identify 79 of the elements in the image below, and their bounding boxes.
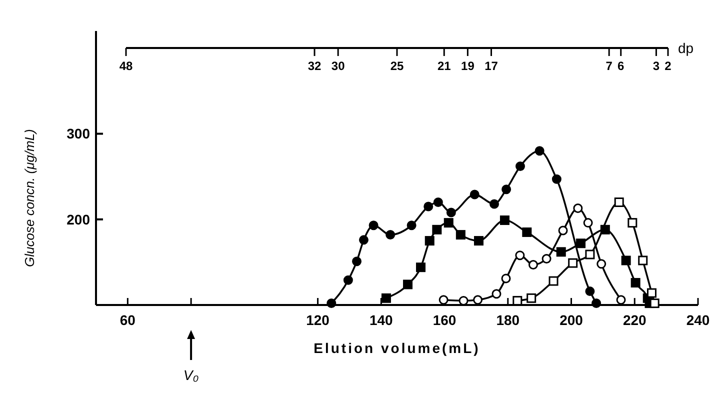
point — [474, 236, 484, 246]
y-tick-label: 300 — [66, 126, 90, 142]
x2-axis-title: dp — [678, 40, 694, 56]
x2-tick-label: 7 — [606, 59, 613, 73]
point — [446, 208, 456, 218]
point — [326, 298, 336, 308]
point — [424, 202, 434, 212]
point — [470, 190, 480, 200]
point — [512, 296, 522, 306]
point — [630, 278, 640, 288]
point — [614, 198, 624, 207]
point — [646, 288, 656, 298]
point — [585, 250, 595, 260]
point — [596, 259, 606, 269]
x2-tick-label: 19 — [461, 59, 475, 73]
point — [381, 293, 391, 303]
text: V₀ — [183, 367, 199, 383]
point — [556, 247, 566, 257]
point — [368, 220, 378, 230]
x2-tick-label: 32 — [308, 59, 322, 73]
x-axis-title: Elution volume(mL) — [314, 340, 480, 356]
point — [516, 162, 525, 172]
point — [458, 296, 468, 306]
point — [352, 256, 362, 266]
point — [502, 184, 512, 194]
point — [526, 293, 536, 303]
point — [444, 218, 454, 228]
point — [534, 146, 544, 156]
point — [473, 295, 483, 305]
x-tick-label: 180 — [496, 312, 520, 328]
x2-tick-label: 48 — [119, 59, 133, 73]
point — [528, 260, 538, 270]
point — [424, 236, 434, 246]
point — [548, 276, 558, 286]
point — [583, 218, 593, 228]
x-tick-label: 120 — [306, 312, 330, 328]
x2-tick-label: 17 — [484, 59, 498, 73]
point — [490, 199, 500, 209]
point — [558, 226, 568, 236]
point — [386, 230, 396, 240]
point — [576, 238, 586, 248]
point — [416, 262, 426, 272]
x-tick-label: 220 — [622, 312, 647, 328]
x2-tick-label: 2 — [664, 59, 672, 73]
point — [616, 295, 626, 305]
point — [456, 230, 466, 240]
point — [358, 235, 368, 245]
point — [573, 203, 583, 213]
x-tick-label: 60 — [120, 312, 136, 328]
point — [522, 227, 532, 237]
x2-tick-label: 6 — [618, 59, 625, 73]
point — [403, 280, 413, 290]
point — [492, 289, 502, 299]
x-tick-label: 200 — [560, 312, 584, 328]
x2-tick-label: 30 — [331, 59, 346, 73]
x2-tick-label: 25 — [390, 59, 404, 73]
point — [343, 275, 353, 285]
x-tick-label: 240 — [686, 312, 710, 328]
x-tick-label: 140 — [369, 312, 394, 328]
point — [638, 256, 648, 266]
point — [406, 220, 416, 230]
point — [628, 218, 638, 228]
point — [585, 286, 595, 296]
point — [592, 298, 602, 308]
point — [438, 295, 448, 305]
y-axis-title: Glucose concn. (μg/mL) — [22, 129, 37, 267]
point — [433, 198, 443, 207]
point — [432, 224, 442, 234]
point — [568, 258, 578, 268]
point — [650, 298, 660, 308]
x2-tick-label: 21 — [437, 59, 452, 73]
point — [552, 174, 562, 184]
x2-tick-label: 3 — [652, 59, 660, 73]
point — [500, 215, 510, 225]
point — [515, 250, 525, 260]
point — [621, 256, 631, 266]
x-tick-label: 160 — [432, 312, 456, 328]
point — [501, 274, 511, 284]
point — [542, 254, 552, 264]
